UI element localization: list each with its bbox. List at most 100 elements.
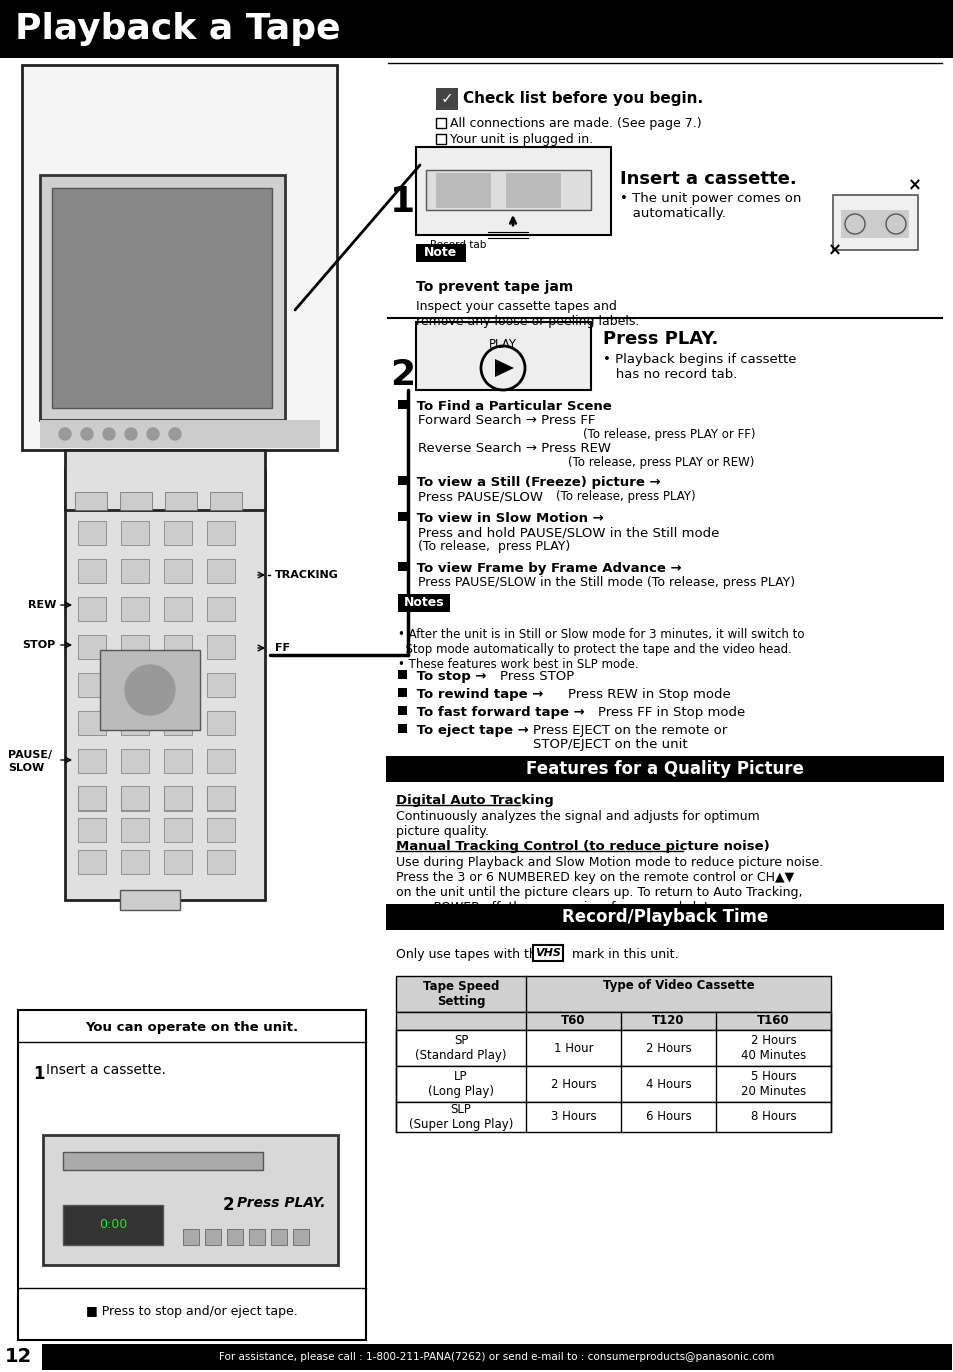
Text: Press PLAY.: Press PLAY. (602, 331, 718, 348)
Text: Note: Note (424, 247, 457, 259)
Text: 2 Hours: 2 Hours (550, 1077, 596, 1091)
Bar (22, 64, 336, 450)
Circle shape (147, 428, 159, 440)
Text: SLP
(Super Long Play): SLP (Super Long Play) (409, 1103, 513, 1131)
Text: To Find a Particular Scene: To Find a Particular Scene (412, 401, 611, 413)
Bar (164, 786, 192, 809)
Bar (207, 674, 234, 697)
Bar (40, 420, 319, 449)
Bar (164, 711, 192, 735)
Bar (386, 904, 943, 930)
Text: Record/Playback Time: Record/Playback Time (561, 908, 767, 926)
Text: To view in Slow Motion →: To view in Slow Motion → (412, 512, 603, 525)
Bar (207, 711, 234, 735)
Bar (397, 687, 407, 697)
Text: Reverse Search → Press REW: Reverse Search → Press REW (417, 442, 610, 456)
Bar (0, 1342, 953, 1372)
Bar (121, 749, 149, 772)
Text: Playback a Tape: Playback a Tape (15, 12, 340, 47)
Text: TRACKING: TRACKING (274, 569, 338, 580)
Bar (120, 890, 180, 910)
Text: (To release, press PLAY or REW): (To release, press PLAY or REW) (567, 456, 754, 469)
Bar (397, 670, 407, 679)
Bar (416, 147, 610, 235)
Text: Press PLAY.: Press PLAY. (236, 1196, 325, 1210)
Bar (121, 818, 149, 842)
Bar (78, 558, 106, 583)
Bar (207, 818, 234, 842)
Text: 2 Hours: 2 Hours (645, 1041, 691, 1055)
Text: 4 Hours: 4 Hours (645, 1077, 691, 1091)
Bar (164, 558, 192, 583)
Text: Insert a cassette.: Insert a cassette. (46, 1063, 166, 1077)
Bar (183, 1229, 199, 1244)
Bar (78, 786, 106, 809)
Text: 1: 1 (33, 1065, 45, 1083)
Bar (533, 945, 562, 960)
Text: Tape Speed
Setting: Tape Speed Setting (422, 980, 498, 1008)
Text: (To release, press PLAY): (To release, press PLAY) (556, 490, 695, 504)
Bar (397, 724, 407, 733)
Bar (416, 322, 590, 390)
Bar (397, 512, 407, 521)
Text: To stop →: To stop → (412, 670, 491, 683)
Bar (416, 244, 465, 262)
Bar (65, 450, 265, 510)
Bar (395, 1102, 830, 1132)
Text: Press PAUSE/SLOW: Press PAUSE/SLOW (417, 490, 547, 504)
Bar (43, 1135, 337, 1265)
Text: ×: × (827, 241, 841, 259)
Bar (78, 851, 106, 874)
Text: • After the unit is in Still or Slow mode for 3 minutes, it will switch to
  Sto: • After the unit is in Still or Slow mod… (397, 628, 803, 656)
Text: You can operate on the unit.: You can operate on the unit. (86, 1022, 298, 1034)
Text: 2: 2 (223, 1196, 234, 1214)
Circle shape (103, 428, 115, 440)
Bar (121, 851, 149, 874)
Text: To view a Still (Freeze) picture →: To view a Still (Freeze) picture → (412, 476, 659, 488)
Text: SLOW: SLOW (8, 763, 44, 772)
Text: • Playback begins if cassette
   has no record tab.: • Playback begins if cassette has no rec… (602, 353, 796, 381)
Circle shape (169, 428, 181, 440)
Text: PAUSE/: PAUSE/ (8, 750, 52, 760)
Text: Record tab: Record tab (430, 240, 486, 250)
Bar (436, 118, 446, 128)
Text: 12: 12 (5, 1347, 31, 1367)
Bar (164, 635, 192, 659)
Bar (436, 134, 446, 144)
Bar (436, 88, 457, 110)
Text: To rewind tape →: To rewind tape → (412, 687, 547, 701)
Bar (78, 597, 106, 622)
Bar (397, 594, 450, 612)
Circle shape (81, 428, 92, 440)
Text: For assistance, please call : 1-800-211-PANA(7262) or send e-mail to : consumerp: For assistance, please call : 1-800-211-… (219, 1351, 774, 1362)
Text: Press EJECT on the remote or: Press EJECT on the remote or (533, 724, 726, 737)
Bar (271, 1229, 287, 1244)
Text: Check list before you begin.: Check list before you begin. (462, 92, 702, 107)
Text: Press and hold PAUSE/SLOW in the Still mode: Press and hold PAUSE/SLOW in the Still m… (417, 525, 719, 539)
Bar (75, 493, 107, 510)
Circle shape (125, 428, 137, 440)
Bar (397, 707, 407, 715)
Text: ■ Press to stop and/or eject tape.: ■ Press to stop and/or eject tape. (86, 1306, 297, 1318)
Text: T60: T60 (560, 1014, 585, 1028)
Bar (164, 521, 192, 545)
Bar (121, 786, 149, 809)
Text: T160: T160 (757, 1014, 789, 1028)
Text: • The unit power comes on
   automatically.: • The unit power comes on automatically. (619, 192, 801, 220)
Text: To prevent tape jam: To prevent tape jam (416, 280, 573, 294)
Text: VHS: VHS (535, 948, 560, 958)
Text: ×: × (907, 176, 921, 193)
Text: 1 Hour: 1 Hour (553, 1041, 593, 1055)
Bar (121, 597, 149, 622)
Bar (52, 188, 272, 407)
Text: Press FF in Stop mode: Press FF in Stop mode (598, 707, 744, 719)
Bar (78, 788, 106, 811)
Text: 3 Hours: 3 Hours (550, 1110, 596, 1124)
Text: STOP/EJECT on the unit: STOP/EJECT on the unit (533, 738, 687, 750)
Bar (397, 476, 407, 484)
Polygon shape (495, 359, 514, 377)
Text: Press REW in Stop mode: Press REW in Stop mode (567, 687, 730, 701)
Text: Continuously analyzes the signal and adjusts for optimum
picture quality.: Continuously analyzes the signal and adj… (395, 809, 759, 838)
Bar (207, 788, 234, 811)
Bar (121, 635, 149, 659)
